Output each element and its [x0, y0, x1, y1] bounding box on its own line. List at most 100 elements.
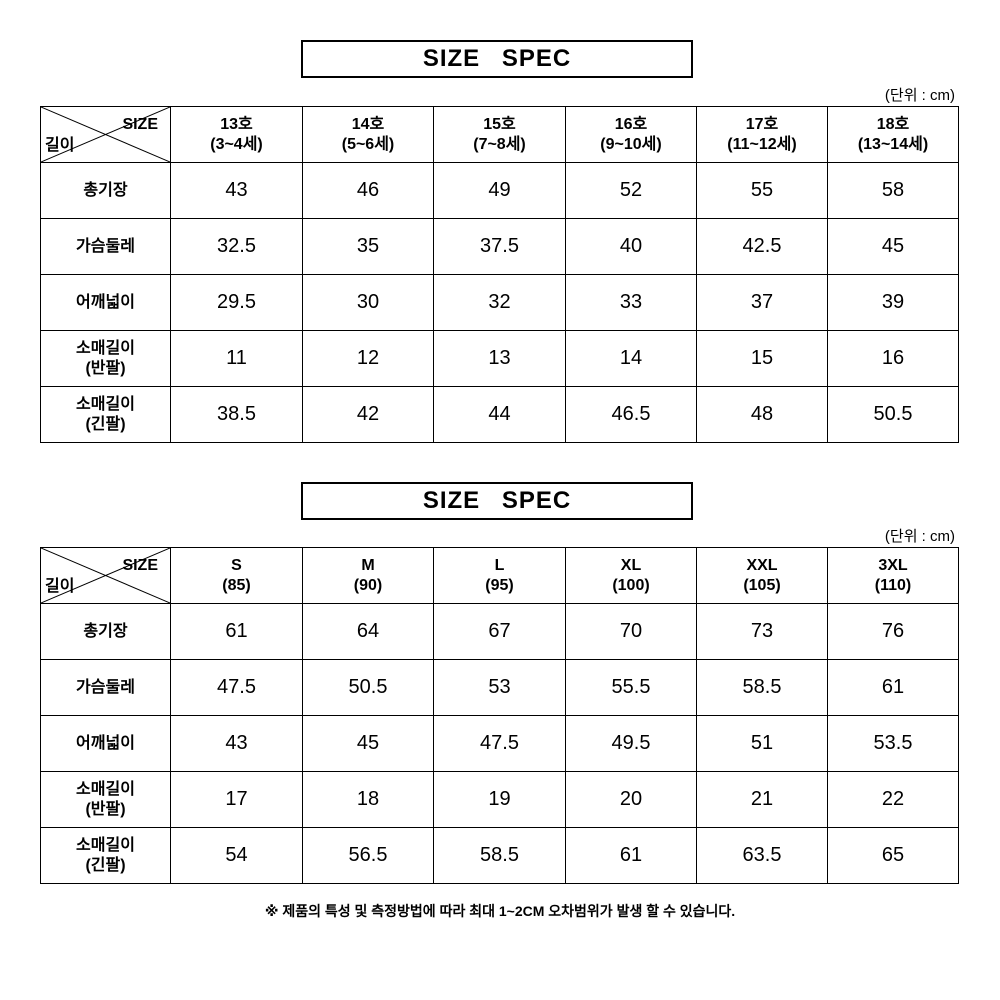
header-line: (85) — [222, 576, 251, 594]
header-line: (5~6세) — [341, 135, 395, 153]
row-label: 소매길이 (긴팔) — [40, 827, 171, 884]
measurement-cell: 49.5 — [565, 715, 697, 772]
size-column-header: 13호 (3~4세) — [170, 106, 303, 163]
header-line: S — [231, 556, 242, 574]
measurement-cell: 33 — [565, 274, 697, 331]
row-label: 어깨넓이 — [40, 715, 171, 772]
size-column-header: 16호 (9~10세) — [565, 106, 697, 163]
measurement-cell: 55.5 — [565, 659, 697, 716]
unit-label-1: (단위 : cm) — [884, 87, 955, 104]
row-label-line: 어깨넓이 — [76, 734, 135, 752]
table-row: 어깨넓이 29.5 30 32 33 37 39 — [40, 274, 959, 331]
measurement-cell: 42 — [302, 386, 434, 443]
row-label-line: (반팔) — [85, 800, 126, 818]
diagonal-divider — [41, 548, 170, 603]
row-label-line: (긴팔) — [85, 856, 126, 874]
corner-length-label: 길이 — [45, 578, 75, 595]
measurement-cell: 42.5 — [696, 218, 828, 275]
measurement-cell: 52 — [565, 162, 697, 219]
header-line: L — [494, 556, 505, 574]
corner-cell: SIZE 길이 — [40, 547, 171, 604]
measurement-note: ※ 제품의 특성 및 측정방법에 따라 최대 1~2CM 오차범위가 발생 할 … — [264, 903, 736, 919]
measurement-cell: 40 — [565, 218, 697, 275]
measurement-cell: 47.5 — [433, 715, 566, 772]
size-column-header: L (95) — [433, 547, 566, 604]
header-line: XL — [620, 556, 642, 574]
measurement-cell: 43 — [170, 162, 303, 219]
measurement-cell: 63.5 — [696, 827, 828, 884]
measurement-cell: 61 — [170, 603, 303, 660]
size-table-adult: SIZE 길이 S (85) M (90) L (95) XL (100) XXL (105) 3XL (… — [40, 547, 959, 884]
measurement-cell: 46.5 — [565, 386, 697, 443]
size-column-header: 17호 (11~12세) — [696, 106, 828, 163]
measurement-cell: 12 — [302, 330, 434, 387]
measurement-cell: 30 — [302, 274, 434, 331]
header-line: 18호 — [876, 115, 910, 133]
size-column-header: XXL (105) — [696, 547, 828, 604]
header-line: M — [361, 556, 375, 574]
row-label: 가슴둘레 — [40, 659, 171, 716]
size-column-header: S (85) — [170, 547, 303, 604]
header-line: 15호 — [483, 115, 516, 133]
header-line: (100) — [612, 576, 650, 594]
measurement-cell: 49 — [433, 162, 566, 219]
measurement-cell: 47.5 — [170, 659, 303, 716]
row-label: 소매길이 (긴팔) — [40, 386, 171, 443]
measurement-cell: 58.5 — [696, 659, 828, 716]
header-line: (110) — [874, 576, 912, 594]
measurement-cell: 70 — [565, 603, 697, 660]
size-column-header: 15호 (7~8세) — [433, 106, 566, 163]
size-table-kids: SIZE 길이 13호 (3~4세) 14호 (5~6세) 15호 (7~8세) 16호 (9~1… — [40, 106, 959, 443]
header-line: (105) — [743, 576, 781, 594]
measurement-cell: 11 — [170, 330, 303, 387]
measurement-cell: 53 — [433, 659, 566, 716]
measurement-cell: 39 — [827, 274, 959, 331]
header-line: (95) — [485, 576, 514, 594]
measurement-cell: 15 — [696, 330, 828, 387]
table-row: 소매길이 (반팔) 11 12 13 14 15 16 — [40, 330, 959, 387]
row-label: 총기장 — [40, 162, 171, 219]
row-label-line: 총기장 — [83, 181, 128, 199]
measurement-cell: 67 — [433, 603, 566, 660]
row-label-line: 소매길이 — [76, 836, 135, 854]
measurement-cell: 65 — [827, 827, 959, 884]
header-line: 13호 — [220, 115, 253, 133]
measurement-cell: 45 — [302, 715, 434, 772]
row-label-line: 소매길이 — [76, 395, 135, 413]
measurement-cell: 38.5 — [170, 386, 303, 443]
size-column-header: 3XL (110) — [827, 547, 959, 604]
row-label: 어깨넓이 — [40, 274, 171, 331]
measurement-cell: 51 — [696, 715, 828, 772]
table-row: 총기장 61 64 67 70 73 76 — [40, 603, 959, 660]
header-row: SIZE 길이 13호 (3~4세) 14호 (5~6세) 15호 (7~8세) 16호 (9~1… — [40, 106, 959, 163]
measurement-cell: 76 — [827, 603, 959, 660]
corner-size-label: SIZE — [122, 557, 158, 574]
measurement-cell: 22 — [827, 771, 959, 828]
measurement-cell: 16 — [827, 330, 959, 387]
measurement-cell: 44 — [433, 386, 566, 443]
measurement-cell: 53.5 — [827, 715, 959, 772]
size-column-header: 14호 (5~6세) — [302, 106, 434, 163]
row-label-line: (반팔) — [85, 359, 126, 377]
table-row: 소매길이 (긴팔) 54 56.5 58.5 61 63.5 65 — [40, 827, 959, 884]
measurement-cell: 46 — [302, 162, 434, 219]
header-line: (3~4세) — [210, 135, 263, 153]
row-label: 총기장 — [40, 603, 171, 660]
row-label-line: 소매길이 — [76, 780, 135, 798]
measurement-cell: 13 — [433, 330, 566, 387]
size-column-header: 18호 (13~14세) — [827, 106, 959, 163]
measurement-cell: 19 — [433, 771, 566, 828]
table-row: 어깨넓이 43 45 47.5 49.5 51 53.5 — [40, 715, 959, 772]
row-label-line: 소매길이 — [76, 339, 135, 357]
header-line: (9~10세) — [600, 135, 662, 153]
corner-size-label: SIZE — [122, 116, 158, 133]
unit-label-2: (단위 : cm) — [884, 528, 955, 545]
corner-cell: SIZE 길이 — [40, 106, 171, 163]
row-label-line: 총기장 — [83, 622, 128, 640]
size-column-header: XL (100) — [565, 547, 697, 604]
measurement-cell: 32 — [433, 274, 566, 331]
row-label-line: 가슴둘레 — [76, 237, 135, 255]
table-row: 가슴둘레 47.5 50.5 53 55.5 58.5 61 — [40, 659, 959, 716]
header-line: 17호 — [745, 115, 779, 133]
header-line: (90) — [353, 576, 383, 594]
